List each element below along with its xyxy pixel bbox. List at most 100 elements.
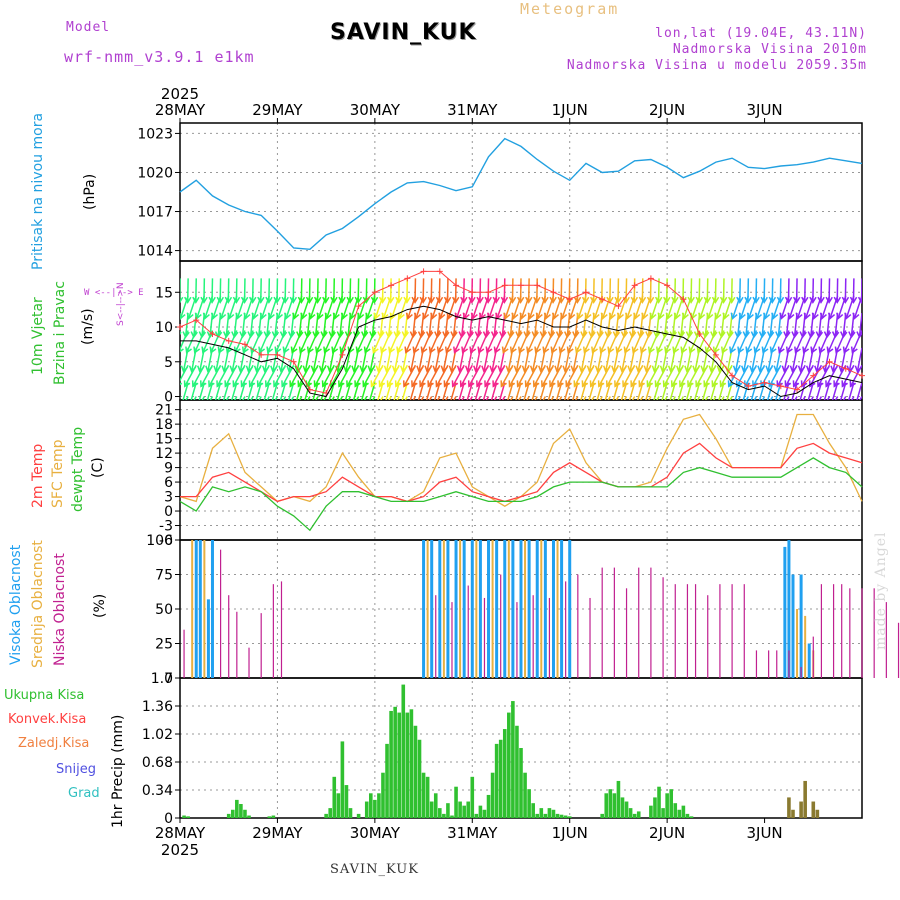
wind-arrowhead [240, 380, 248, 388]
wind-arrowhead [518, 346, 525, 354]
wind-arrow [685, 382, 693, 400]
wind-arrow [360, 382, 368, 400]
low-cloud-bar [731, 584, 733, 678]
wind-arrowhead [598, 411, 603, 417]
wind-arrowhead [479, 399, 482, 400]
wind-arrow [815, 382, 823, 400]
wind-arrowhead [769, 411, 774, 417]
low-cloud-bar [451, 602, 453, 678]
wind-arrowhead [817, 411, 822, 417]
wind-arrow [371, 396, 376, 400]
wind-arrowhead [467, 380, 475, 388]
year-label-bottom: 2025 [161, 841, 199, 859]
wind-arrow [783, 382, 790, 400]
precip-bar [230, 809, 235, 818]
wind-arrowhead [236, 399, 238, 400]
wind-arrowhead [784, 380, 792, 388]
wind-arrowhead [451, 296, 460, 304]
high-cloud-bar [799, 574, 803, 678]
wind-arrowhead [249, 296, 257, 304]
wind-arrowhead [202, 312, 210, 320]
wind-arrow [417, 382, 425, 400]
wind-arrow [764, 295, 774, 319]
wind-arrow [461, 396, 465, 400]
gust-marker [777, 383, 784, 390]
wind-arrowhead [267, 312, 275, 320]
wind-arrow [811, 330, 823, 353]
gust-marker [842, 365, 849, 372]
wind-arrowhead [435, 380, 443, 388]
wind-arrowhead [634, 399, 636, 400]
wind-arrow [515, 382, 522, 400]
high-cloud-bar [787, 540, 791, 678]
precip-bar [393, 706, 397, 818]
wind-arrowhead [585, 399, 587, 400]
wind-arrow [801, 364, 814, 387]
wind-arrowhead [331, 346, 339, 354]
wind-arrowhead [715, 399, 717, 400]
wind-arrow [672, 396, 676, 400]
wind-arrow [287, 382, 295, 400]
wind-arrowhead [703, 296, 712, 304]
wind-arrowhead [289, 296, 298, 304]
wind-arrow [723, 295, 733, 319]
gust-marker [258, 351, 265, 358]
wind-arrowhead [719, 296, 728, 304]
low-cloud-bar [841, 584, 843, 678]
wind-arrow [507, 382, 514, 400]
wind-arrowhead [313, 296, 322, 304]
precip-bar [364, 801, 369, 818]
wind-arrow [565, 364, 579, 387]
wind-arrow [380, 396, 384, 400]
wind-arrow [768, 364, 782, 387]
wind-arrow [628, 382, 636, 400]
wind-arrowhead [460, 296, 468, 304]
precip-bar [523, 772, 527, 818]
wind-arrow [577, 295, 587, 319]
gust-marker [209, 330, 216, 337]
precip-bar [673, 803, 678, 818]
wind-arrowhead [439, 399, 441, 400]
wind-arrow [761, 396, 766, 400]
wind-arrow [677, 382, 685, 400]
wind-arrow [436, 396, 441, 400]
wind-arrowhead [654, 380, 662, 388]
wind-arrow [793, 364, 806, 387]
wind-arrow [802, 396, 806, 400]
wind-arrow [588, 382, 595, 400]
wind-arrowhead [225, 411, 230, 417]
wind-arrowhead [780, 399, 782, 400]
temp-2m-line [180, 442, 863, 503]
wind-arrow [442, 382, 449, 400]
wind-arrow [796, 295, 806, 319]
wind-arrowhead [194, 312, 202, 320]
wind-arrowhead [200, 411, 205, 417]
wind-arrow [372, 330, 384, 353]
wind-arrow [687, 364, 701, 387]
wind-arrowhead [719, 380, 727, 388]
wind-arrowhead [216, 296, 224, 304]
wind-arrow [476, 364, 490, 387]
wind-arrow [573, 364, 587, 387]
wind-arrow [853, 295, 862, 319]
wind-arrowhead [184, 411, 189, 417]
wind-arrowhead [852, 312, 860, 320]
high-cloud-bar [198, 540, 202, 678]
precip-bar [470, 776, 475, 818]
wind-arrowhead [265, 296, 273, 304]
wind-arrow [358, 295, 368, 319]
gust-marker [501, 282, 508, 289]
wind-arrowhead [423, 399, 425, 400]
wind-arrowhead [398, 399, 400, 400]
wind-arrow [665, 330, 676, 353]
wind-arrowhead [761, 346, 769, 354]
precip-legend-snow: Snijeg [56, 762, 96, 777]
wind-arrow [252, 295, 262, 319]
wind-arrow [193, 396, 197, 400]
wind-arrow [766, 382, 774, 400]
wind-arrowhead [542, 346, 550, 354]
wind-arrow [304, 382, 311, 400]
precip-bar [344, 785, 349, 818]
precip-bar [474, 813, 479, 818]
wind-arrow [661, 382, 668, 400]
